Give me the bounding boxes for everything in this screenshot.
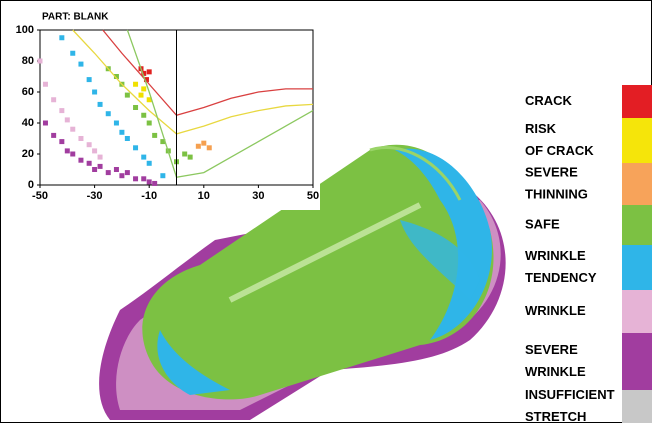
scatter-point <box>133 105 138 110</box>
legend-label: SAFE <box>525 216 560 231</box>
legend-label: STRETCH <box>525 409 586 423</box>
legend-label: THINNING <box>525 186 588 201</box>
scatter-point <box>119 173 124 178</box>
x-tick-label: 30 <box>252 190 264 202</box>
scatter-point <box>119 130 124 135</box>
scatter-point <box>147 121 152 126</box>
page: PART: BLANK -50-30-10103050020406080100 … <box>0 0 652 423</box>
scatter-point <box>78 158 83 163</box>
legend-label: CRACK <box>525 93 573 108</box>
legend-swatch <box>622 85 652 118</box>
legend-swatch <box>622 245 652 290</box>
scatter-point <box>70 51 75 56</box>
scatter-point <box>51 133 56 138</box>
scatter-point <box>141 113 146 118</box>
scatter-point <box>51 97 56 102</box>
scatter-point <box>125 170 130 175</box>
y-tick-label: 100 <box>16 24 34 36</box>
scatter-point <box>43 121 48 126</box>
scatter-point <box>92 167 97 172</box>
scatter-point <box>70 152 75 157</box>
scatter-point <box>188 155 193 160</box>
legend-label: WRINKLE <box>525 364 586 379</box>
scatter-point <box>147 69 152 74</box>
scatter-point <box>59 139 64 144</box>
scatter-point <box>182 152 187 157</box>
scatter-point <box>87 77 92 82</box>
scatter-point <box>106 111 111 116</box>
scatter-point <box>78 136 83 141</box>
y-tick-label: 40 <box>22 117 34 129</box>
x-tick-label: 10 <box>198 190 210 202</box>
x-tick-label: -50 <box>32 190 48 202</box>
scatter-point <box>98 155 103 160</box>
scatter-point <box>147 161 152 166</box>
scatter-point <box>59 35 64 40</box>
scatter-point <box>92 90 97 95</box>
scatter-point <box>125 136 130 141</box>
x-tick-label: -10 <box>141 190 157 202</box>
scatter-point <box>160 173 165 178</box>
y-tick-label: 20 <box>22 148 34 160</box>
scatter-point <box>65 117 70 122</box>
scatter-point <box>141 176 146 181</box>
scatter-point <box>65 148 70 153</box>
scatter-point <box>106 170 111 175</box>
scatter-point <box>78 62 83 67</box>
scatter-point <box>114 167 119 172</box>
scatter-point <box>92 148 97 153</box>
x-tick-label: -30 <box>87 190 103 202</box>
scatter-point <box>141 86 146 91</box>
legend-swatch <box>622 333 652 390</box>
scatter-point <box>125 93 130 98</box>
legend-swatch <box>622 390 652 423</box>
legend-label: WRINKLE <box>525 303 586 318</box>
scatter-point <box>38 59 43 64</box>
legend-label: INSUFFICIENT <box>525 387 615 402</box>
legend-swatch <box>622 118 652 163</box>
scatter-point <box>152 133 157 138</box>
legend-swatch <box>622 205 652 245</box>
legend-swatch <box>622 290 652 333</box>
legend-label: TENDENCY <box>525 270 597 285</box>
scatter-point <box>133 145 138 150</box>
y-tick-label: 60 <box>22 86 34 98</box>
scatter-point <box>87 161 92 166</box>
scatter-point <box>196 144 201 149</box>
chart-panel <box>10 10 320 210</box>
scatter-point <box>114 121 119 126</box>
scatter-point <box>133 82 138 87</box>
legend-label: OF CRACK <box>525 143 594 158</box>
legend-swatch <box>622 163 652 205</box>
scatter-point <box>139 93 144 98</box>
scatter-point <box>207 145 212 150</box>
scatter-point <box>201 141 206 146</box>
y-tick-label: 0 <box>28 179 34 191</box>
scatter-point <box>87 142 92 147</box>
scatter-point <box>133 176 138 181</box>
y-tick-label: 80 <box>22 55 34 67</box>
chart-title: PART: BLANK <box>42 12 109 23</box>
scatter-point <box>152 181 157 186</box>
scatter-point <box>98 164 103 169</box>
scatter-point <box>59 108 64 113</box>
legend-label: SEVERE <box>525 342 578 357</box>
legend-label: SEVERE <box>525 164 578 179</box>
legend-label: WRINKLE <box>525 248 586 263</box>
scatter-point <box>98 102 103 107</box>
scatter-point <box>141 155 146 160</box>
legend-label: RISK <box>525 121 557 136</box>
scatter-point <box>43 82 48 87</box>
scatter-point <box>147 179 152 184</box>
scatter-point <box>70 127 75 132</box>
x-tick-label: 50 <box>307 190 319 202</box>
